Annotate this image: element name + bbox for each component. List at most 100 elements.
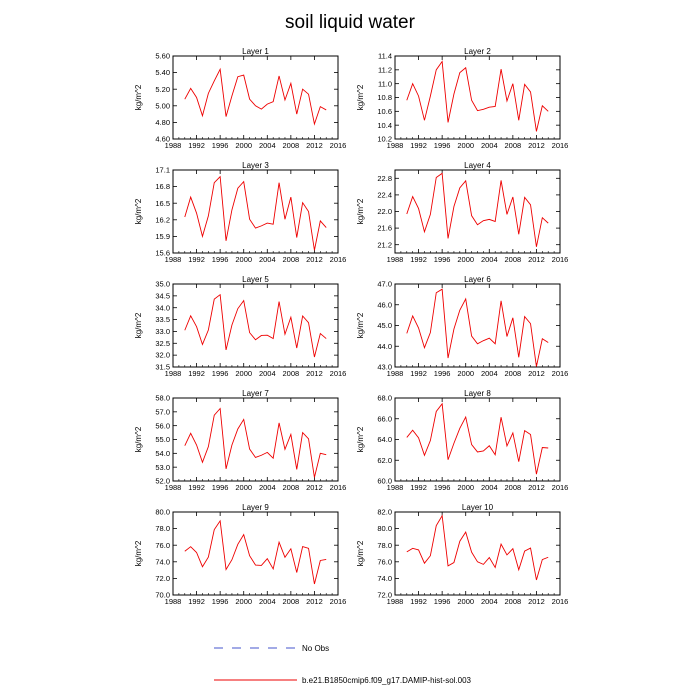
panel-6-xtick-label: 2008 bbox=[505, 369, 522, 378]
panel-1-xtick-label: 2004 bbox=[259, 141, 276, 150]
panel-9-xtick-label: 2012 bbox=[306, 597, 323, 606]
panel-7-title: Layer 7 bbox=[242, 389, 269, 398]
panel-6-ytick-label: 45.0 bbox=[377, 321, 392, 330]
panel-5-xtick-label: 2008 bbox=[283, 369, 300, 378]
panel-4-ytick-label: 21.6 bbox=[377, 224, 392, 233]
panel-10-xtick-label: 2016 bbox=[552, 597, 569, 606]
panel-9-xtick-label: 1992 bbox=[188, 597, 205, 606]
panel-2-xtick-label: 2016 bbox=[552, 141, 569, 150]
panel-4-xtick-label: 2012 bbox=[528, 255, 545, 264]
panel-8-xtick-label: 1992 bbox=[410, 483, 427, 492]
panel-10-ylabel: kg/m^2 bbox=[356, 540, 365, 566]
panel-6-xtick-label: 1988 bbox=[387, 369, 404, 378]
panel-1: Layer 1 kg/m^2 1988 1992 1996 2000 2004 2008 201… bbox=[134, 47, 346, 150]
panel-6-frame bbox=[394, 283, 561, 368]
panel-2-ytick-label: 10.4 bbox=[377, 121, 392, 130]
panel-8: Layer 8 kg/m^2 1988 1992 1996 2000 2004 2008 201… bbox=[356, 389, 568, 492]
panel-9-ylabel: kg/m^2 bbox=[134, 540, 143, 566]
panel-10-ytick-label: 76.0 bbox=[377, 557, 392, 566]
panel-10-xtick-label: 1992 bbox=[410, 597, 427, 606]
panel-9-ytick-label: 76.0 bbox=[155, 541, 170, 550]
panel-6-ytick-label: 44.0 bbox=[377, 342, 392, 351]
panel-6-ytick-label: 47.0 bbox=[377, 280, 392, 289]
panel-3-ytick-label: 15.6 bbox=[155, 249, 170, 258]
panel-6-xtick-label: 1996 bbox=[434, 369, 451, 378]
panel-1-xtick-label: 1992 bbox=[188, 141, 205, 150]
panel-6-title: Layer 6 bbox=[464, 275, 491, 284]
panel-10-xtick-label: 1988 bbox=[387, 597, 404, 606]
panel-8-ytick-label: 66.0 bbox=[377, 414, 392, 423]
panel-10-xtick-label: 1996 bbox=[434, 597, 451, 606]
panel-6-xtick-label: 1992 bbox=[410, 369, 427, 378]
panel-7-ytick-label: 52.0 bbox=[155, 477, 170, 486]
panel-1-ytick-label: 4.60 bbox=[155, 135, 170, 144]
panel-3-xtick-label: 2004 bbox=[259, 255, 276, 264]
panel-1-ylabel: kg/m^2 bbox=[134, 84, 143, 110]
panel-7-ytick-label: 56.0 bbox=[155, 421, 170, 430]
panel-9-frame bbox=[172, 511, 339, 596]
panel-4-xtick-label: 1996 bbox=[434, 255, 451, 264]
panel-1-ytick-label: 5.40 bbox=[155, 68, 170, 77]
panel-6-ytick-label: 43.0 bbox=[377, 363, 392, 372]
panel-3-title: Layer 3 bbox=[242, 161, 269, 170]
panel-4-ytick-label: 22.8 bbox=[377, 174, 392, 183]
main-title: soil liquid water bbox=[285, 12, 416, 33]
panel-10-xtick-label: 2000 bbox=[457, 597, 474, 606]
panel-9-xtick-label: 2016 bbox=[330, 597, 347, 606]
panel-2-xtick-label: 1988 bbox=[387, 141, 404, 150]
panel-1-ytick-label: 5.60 bbox=[155, 52, 170, 61]
panel-7-xtick-label: 2004 bbox=[259, 483, 276, 492]
panel-4-xtick-label: 2016 bbox=[552, 255, 569, 264]
panel-9-ytick-label: 80.0 bbox=[155, 508, 170, 517]
panel-5-xtick-label: 1988 bbox=[165, 369, 182, 378]
panel-5-series-line bbox=[184, 293, 327, 358]
panel-5-ytick-label: 31.5 bbox=[155, 363, 170, 372]
panel-9: Layer 9 kg/m^2 1988 1992 1996 2000 2004 2008 201… bbox=[134, 503, 346, 606]
panel-8-ytick-label: 60.0 bbox=[377, 477, 392, 486]
panel-5-title: Layer 5 bbox=[242, 275, 269, 284]
panel-1-xtick-label: 2000 bbox=[235, 141, 252, 150]
panel-10-ytick-label: 80.0 bbox=[377, 524, 392, 533]
panel-2-series-line bbox=[406, 60, 549, 132]
panel-9-ytick-label: 70.0 bbox=[155, 591, 170, 600]
panel-4-xtick-label: 2000 bbox=[457, 255, 474, 264]
panel-3-xtick-label: 2008 bbox=[283, 255, 300, 264]
panel-5-xtick-label: 2016 bbox=[330, 369, 347, 378]
panel-3-xtick-label: 1988 bbox=[165, 255, 182, 264]
panel-8-xtick-label: 2012 bbox=[528, 483, 545, 492]
panel-3: Layer 3 kg/m^2 1988 1992 1996 2000 2004 2008 201… bbox=[134, 161, 346, 264]
panel-2-ytick-label: 10.2 bbox=[377, 135, 392, 144]
panel-2-ytick-label: 11.0 bbox=[378, 79, 392, 88]
panel-2-xtick-label: 1996 bbox=[434, 141, 451, 150]
panel-8-series-line bbox=[406, 402, 549, 475]
panel-4-ytick-label: 22.0 bbox=[377, 207, 392, 216]
panel-5-ytick-label: 33.0 bbox=[155, 327, 170, 336]
panel-4-xtick-label: 1992 bbox=[410, 255, 427, 264]
panel-3-xtick-label: 1992 bbox=[188, 255, 205, 264]
panel-2-ytick-label: 11.2 bbox=[378, 65, 392, 74]
panel-7-ytick-label: 53.0 bbox=[155, 463, 170, 472]
panel-4-series-line bbox=[406, 172, 549, 247]
panel-9-ytick-label: 72.0 bbox=[155, 574, 170, 583]
legend-obs-label: No Obs bbox=[302, 644, 329, 653]
panel-10-xtick-label: 2012 bbox=[528, 597, 545, 606]
panel-7-ytick-label: 57.0 bbox=[155, 407, 170, 416]
panel-9-xtick-label: 2004 bbox=[259, 597, 276, 606]
panel-5-ytick-label: 32.0 bbox=[155, 351, 170, 360]
panel-1-frame bbox=[172, 55, 339, 140]
panel-5-xtick-label: 2012 bbox=[306, 369, 323, 378]
panel-3-ytick-label: 15.9 bbox=[155, 232, 170, 241]
panel-5: Layer 5 kg/m^2 1988 1992 1996 2000 2004 2008 201… bbox=[134, 275, 346, 378]
panel-5-ytick-label: 32.5 bbox=[155, 339, 170, 348]
panel-9-xtick-label: 2000 bbox=[235, 597, 252, 606]
panel-10: Layer 10 kg/m^2 1988 1992 1996 2000 2004 2008 20… bbox=[356, 503, 568, 606]
panel-9-title: Layer 9 bbox=[242, 503, 269, 512]
panel-6-xtick-label: 2016 bbox=[552, 369, 569, 378]
legend-model-label: b.e21.B1850cmip6.f09_g17.DAMIP-hist-sol.… bbox=[302, 676, 472, 685]
panel-10-ytick-label: 78.0 bbox=[377, 541, 392, 550]
panel-6-xtick-label: 2012 bbox=[528, 369, 545, 378]
panel-4-xtick-label: 2004 bbox=[481, 255, 498, 264]
panel-9-xtick-label: 1988 bbox=[165, 597, 182, 606]
panel-4-ytick-label: 21.2 bbox=[377, 240, 392, 249]
panel-8-ytick-label: 62.0 bbox=[377, 456, 392, 465]
